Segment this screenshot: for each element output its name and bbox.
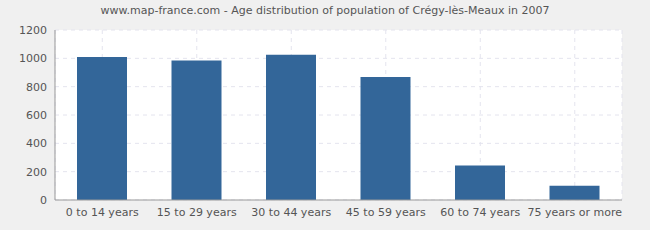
svg-text:1200: 1200 xyxy=(19,24,47,37)
svg-text:60 to 74 years: 60 to 74 years xyxy=(440,206,520,219)
svg-text:0 to 14 years: 0 to 14 years xyxy=(66,206,139,219)
svg-text:600: 600 xyxy=(26,109,47,122)
svg-text:0: 0 xyxy=(40,194,47,207)
svg-text:1000: 1000 xyxy=(19,52,47,65)
svg-text:800: 800 xyxy=(26,81,47,94)
svg-text:400: 400 xyxy=(26,137,47,150)
svg-text:75 years or more: 75 years or more xyxy=(527,206,622,219)
svg-text:200: 200 xyxy=(26,166,47,179)
svg-text:30 to 44 years: 30 to 44 years xyxy=(251,206,331,219)
svg-text:15 to 29 years: 15 to 29 years xyxy=(157,206,237,219)
svg-text:45 to 59 years: 45 to 59 years xyxy=(346,206,426,219)
html-text:www.map-france.com - Age distr: www.map-france.com - Age distribution of… xyxy=(100,4,550,17)
